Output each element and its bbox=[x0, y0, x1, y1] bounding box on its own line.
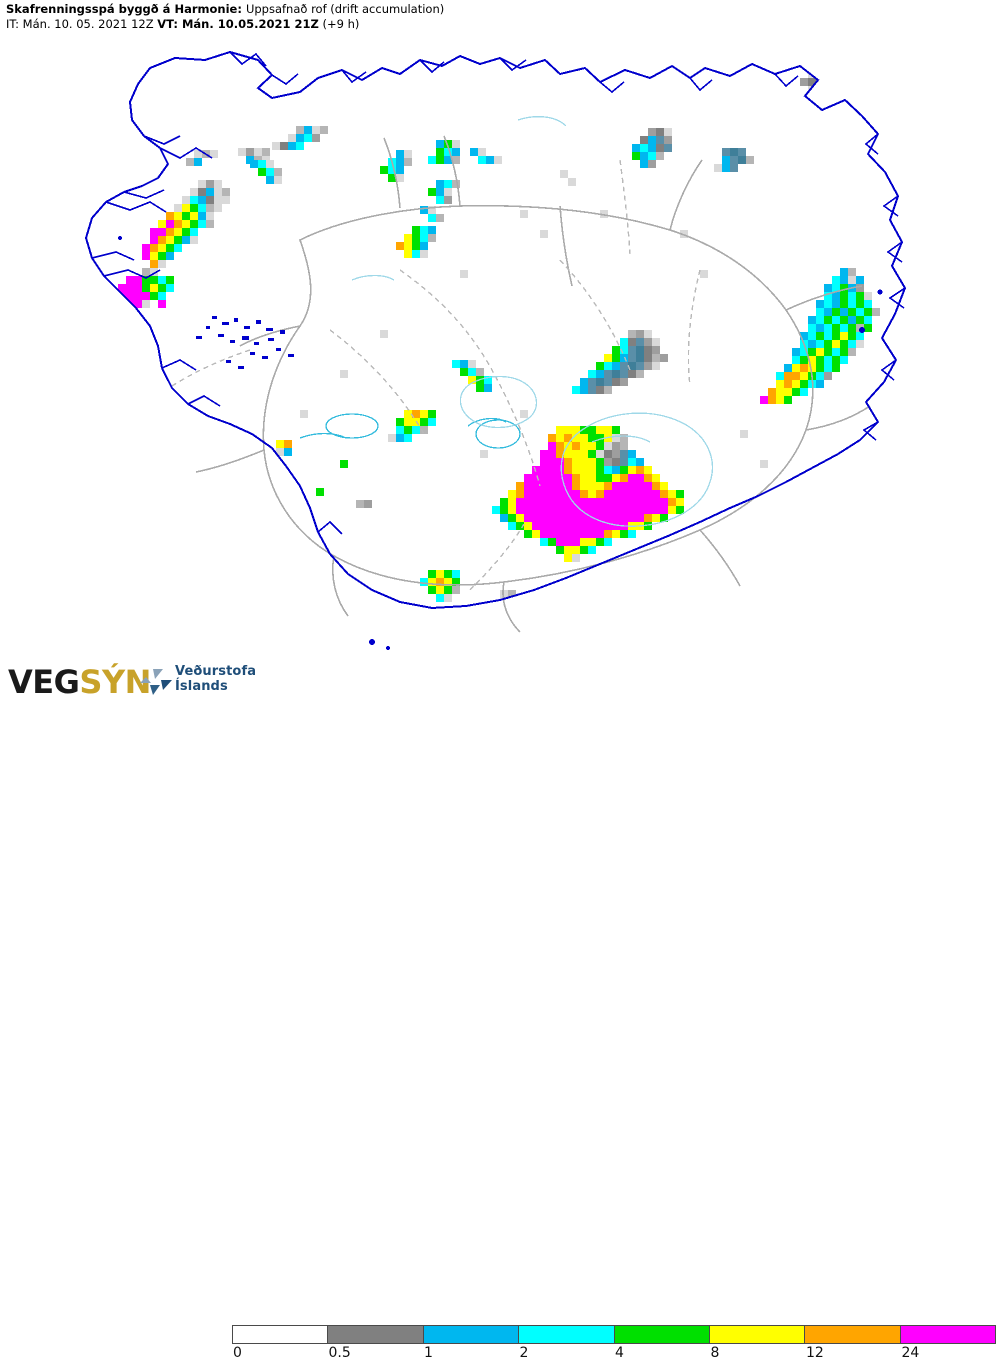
coastline bbox=[84, 50, 907, 610]
vegsyn-veg: VEG bbox=[8, 663, 80, 701]
colorbar-segment-0.5 bbox=[328, 1326, 424, 1343]
hydrography bbox=[299, 413, 521, 449]
colorbar-segment-2 bbox=[519, 1326, 615, 1343]
vegsyn-logo[interactable]: VEGSÝN bbox=[8, 662, 151, 702]
init-time-label: IT: Mán. 10. 05. 2021 12Z bbox=[6, 16, 158, 31]
colorbar bbox=[232, 1325, 996, 1344]
road-network-dashed bbox=[171, 159, 701, 591]
offshore-islets bbox=[118, 236, 883, 650]
colorbar-segment-12 bbox=[805, 1326, 901, 1343]
colorbar-ticks: 0 0.5 1 2 4 8 12 24 bbox=[232, 1345, 996, 1363]
vegsyn-wordmark: VEGSÝN bbox=[8, 666, 151, 698]
map-canvas[interactable] bbox=[0, 30, 1000, 660]
colorbar-segment-8 bbox=[709, 1326, 806, 1343]
valid-time-label: VT: Mán. 10.05.2021 21Z bbox=[157, 16, 319, 31]
colorbar-tick-24: 24 bbox=[901, 1345, 920, 1361]
page-subtitle: Uppsafnað rof (drift accumulation) bbox=[245, 2, 445, 16]
colorbar-tick-1: 1 bbox=[424, 1345, 433, 1361]
header-time-line: IT: Mán. 10. 05. 2021 12Z VT: Mán. 10.05… bbox=[6, 16, 706, 31]
vedurstofa-pinwheel-icon bbox=[140, 669, 172, 695]
lead-time-label: (+9 h) bbox=[318, 16, 360, 31]
map-footer: VEGSÝN Veðurstofa Íslands 0 0.5 1 2 4 8 12 24 bbox=[0, 655, 1000, 1361]
colorbar-segment-24 bbox=[900, 1326, 995, 1343]
vedurstofa-line1: Veðurstofa bbox=[175, 664, 257, 679]
road-network bbox=[195, 135, 871, 633]
colorbar-tick-0: 0 bbox=[233, 1345, 242, 1361]
colorbar-tick-2: 2 bbox=[519, 1345, 529, 1361]
colorbar-tick-8: 8 bbox=[710, 1345, 720, 1361]
drift-accumulation-raster bbox=[110, 70, 880, 606]
map-header: Skafrenningsspá byggð á Harmonie: Uppsaf… bbox=[6, 3, 706, 31]
header-title-line: Skafrenningsspá byggð á Harmonie: Uppsaf… bbox=[6, 3, 706, 16]
vedurstofa-line2: Íslands bbox=[175, 678, 228, 694]
breidafjordur-islands bbox=[196, 316, 294, 369]
colorbar-segment-0 bbox=[233, 1326, 329, 1343]
vegsyn-syn: SÝN bbox=[79, 663, 151, 701]
colorbar-tick-0.5: 0.5 bbox=[328, 1345, 351, 1361]
fjord-detail bbox=[91, 51, 906, 535]
glacier-outline bbox=[351, 115, 714, 527]
colorbar-segment-4 bbox=[614, 1326, 710, 1343]
page-title: Skafrenningsspá byggð á Harmonie bbox=[6, 2, 238, 16]
colorbar-tick-4: 4 bbox=[615, 1345, 624, 1361]
colorbar-segment-1 bbox=[423, 1326, 520, 1343]
vedurstofa-label: Veðurstofa Íslands bbox=[175, 664, 257, 695]
colorbar-tick-12: 12 bbox=[806, 1345, 824, 1361]
title-colon: : bbox=[237, 2, 246, 16]
